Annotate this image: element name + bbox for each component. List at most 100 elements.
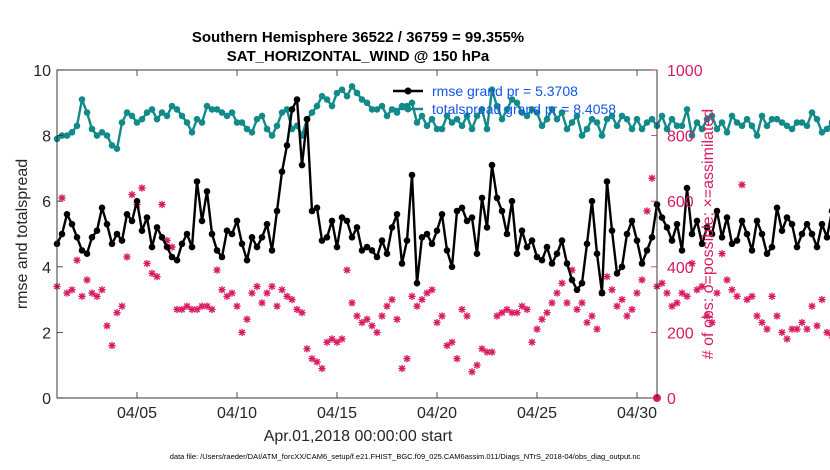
totalspread-marker bbox=[758, 112, 766, 120]
obs-marker bbox=[223, 292, 231, 300]
rmse-marker bbox=[633, 237, 641, 244]
totalspread-marker bbox=[638, 125, 646, 133]
totalspread-marker bbox=[628, 125, 636, 133]
totalspread-marker bbox=[778, 119, 786, 126]
rmse-marker bbox=[733, 237, 741, 244]
chart-subtitle: SAT_HORIZONTAL_WIND @ 150 hPa bbox=[227, 48, 490, 65]
rmse-marker bbox=[378, 237, 386, 244]
rmse-marker bbox=[203, 188, 211, 195]
totalspread-marker bbox=[668, 115, 676, 123]
rmse-marker bbox=[703, 224, 711, 231]
rmse-marker bbox=[133, 197, 141, 205]
totalspread-marker bbox=[108, 142, 116, 149]
obs-marker bbox=[143, 259, 151, 268]
totalspread-marker bbox=[243, 125, 251, 133]
obs-marker bbox=[253, 282, 261, 291]
rmse-marker bbox=[778, 227, 786, 234]
rmse-marker bbox=[713, 207, 721, 215]
obs-marker bbox=[693, 286, 701, 294]
totalspread-marker bbox=[608, 112, 616, 120]
rmse-marker bbox=[728, 240, 736, 248]
rmse-marker bbox=[513, 250, 521, 257]
obs-marker bbox=[488, 348, 496, 356]
totalspread-marker bbox=[128, 112, 136, 120]
rmse-marker bbox=[668, 237, 676, 244]
totalspread-marker bbox=[718, 119, 726, 126]
totalspread-marker bbox=[393, 109, 401, 116]
obs-marker bbox=[208, 305, 216, 314]
totalspread-marker bbox=[408, 99, 416, 107]
totalspread-marker bbox=[318, 92, 326, 100]
y-axis-left-ticks: 0 2 4 6 8 10 bbox=[33, 63, 63, 408]
rmse-marker bbox=[743, 230, 751, 238]
obs-marker bbox=[58, 194, 66, 202]
totalspread-marker bbox=[143, 109, 151, 116]
obs-marker bbox=[638, 276, 646, 284]
rmse-marker bbox=[523, 243, 531, 251]
obs-marker bbox=[503, 305, 511, 314]
y-tick-label: 0 bbox=[42, 391, 51, 408]
obs-marker bbox=[103, 322, 111, 330]
rmse-marker bbox=[483, 224, 491, 231]
totalspread-marker bbox=[78, 96, 86, 103]
rmse-marker bbox=[283, 142, 291, 149]
obs-marker bbox=[298, 309, 306, 317]
totalspread-marker bbox=[73, 122, 81, 130]
obs-marker bbox=[518, 302, 526, 310]
totalspread-marker bbox=[103, 132, 111, 139]
obs-marker bbox=[358, 318, 366, 327]
totalspread-marker bbox=[753, 132, 761, 139]
totalspread-marker bbox=[563, 125, 571, 133]
rmse-marker bbox=[718, 234, 726, 241]
totalspread-marker bbox=[688, 132, 696, 139]
obs-marker bbox=[303, 345, 311, 353]
rmse-marker bbox=[528, 237, 536, 244]
totalspread-marker bbox=[648, 115, 656, 123]
totalspread-marker bbox=[678, 122, 686, 130]
rmse-marker bbox=[73, 234, 81, 241]
obs-marker bbox=[333, 338, 341, 346]
totalspread-marker bbox=[618, 112, 626, 120]
obs-marker bbox=[248, 289, 256, 297]
rmse-marker bbox=[63, 211, 71, 218]
obs-marker bbox=[593, 325, 601, 333]
totalspread-marker bbox=[198, 119, 206, 126]
rmse-marker bbox=[543, 243, 551, 251]
obs-marker bbox=[493, 312, 501, 320]
rmse-marker bbox=[298, 161, 306, 169]
rmse-marker bbox=[363, 243, 371, 251]
rmse-marker bbox=[98, 204, 106, 212]
obs-marker bbox=[288, 296, 296, 304]
totalspread-marker bbox=[788, 125, 796, 133]
rmse-marker bbox=[438, 211, 446, 218]
rmse-marker bbox=[663, 224, 671, 231]
totalspread-marker bbox=[683, 106, 691, 113]
totalspread-marker bbox=[173, 106, 181, 113]
obs-marker bbox=[573, 305, 581, 314]
obs-marker bbox=[283, 292, 291, 300]
x-tick-label: 04/25 bbox=[517, 405, 557, 422]
rmse-marker bbox=[758, 230, 766, 238]
totalspread-marker bbox=[68, 129, 76, 136]
rmse-marker bbox=[258, 234, 266, 241]
rmse-marker bbox=[313, 204, 321, 212]
rmse-marker bbox=[673, 220, 681, 228]
rmse-marker bbox=[748, 247, 756, 254]
obs-marker bbox=[338, 335, 346, 343]
y-axis-right-label: # of obs: o=possible; ×=assimilated bbox=[700, 109, 717, 359]
x-tick-label: 04/05 bbox=[117, 405, 157, 422]
rmse-marker bbox=[428, 240, 436, 248]
obs-marker bbox=[443, 341, 451, 350]
totalspread-marker bbox=[823, 125, 830, 133]
obs-marker bbox=[713, 289, 721, 297]
rmse-marker bbox=[233, 217, 241, 225]
rmse-marker bbox=[613, 270, 621, 277]
totalspread-marker bbox=[728, 112, 736, 120]
obs-marker bbox=[403, 355, 411, 363]
obs-marker bbox=[378, 312, 386, 320]
rmse-marker bbox=[58, 230, 66, 238]
totalspread-marker bbox=[458, 122, 466, 130]
rmse-marker bbox=[323, 234, 331, 241]
obs-marker bbox=[373, 328, 381, 336]
totalspread-marker bbox=[283, 106, 291, 113]
